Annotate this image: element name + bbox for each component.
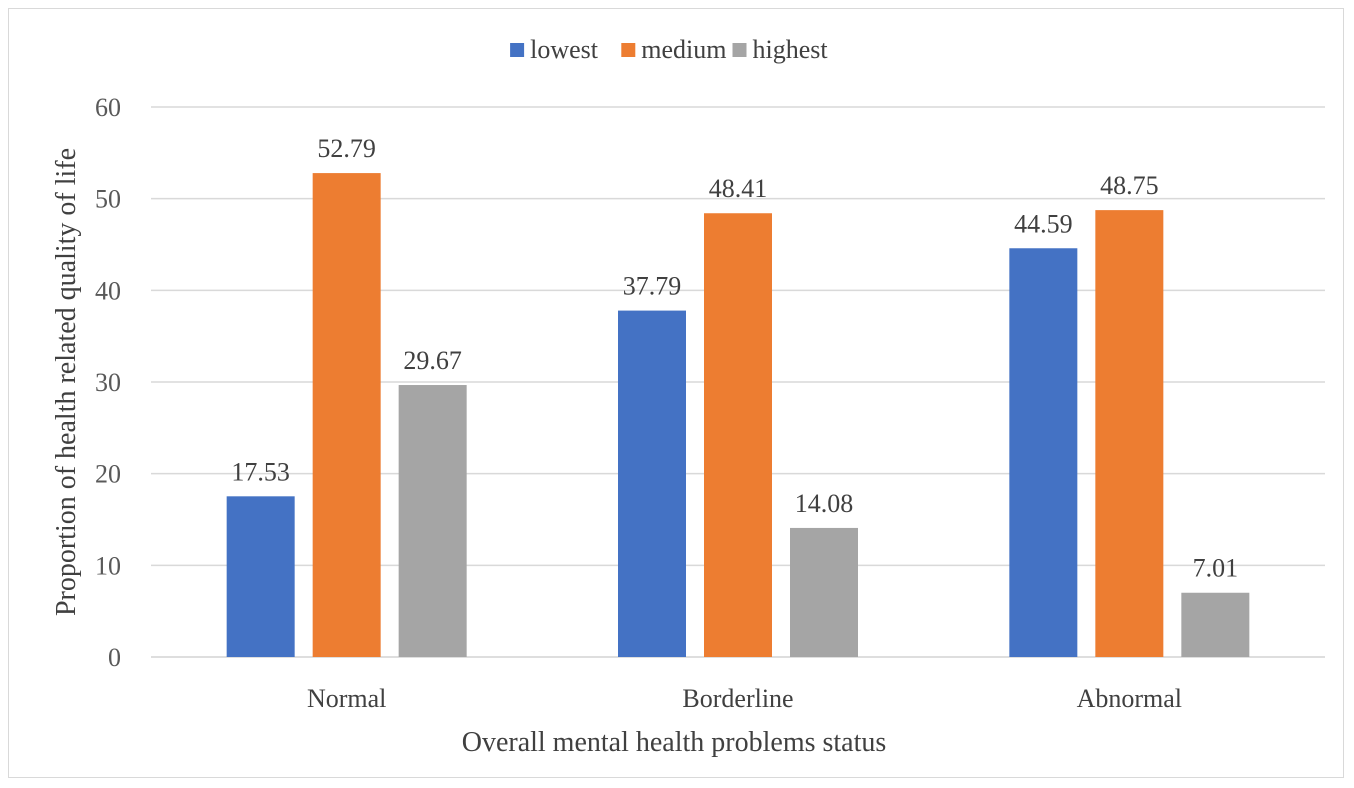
y-tick-label: 10 — [95, 551, 121, 580]
y-axis-title: Proportion of health related quality of … — [51, 148, 82, 616]
legend-label-medium: medium — [641, 35, 726, 64]
data-label: 44.59 — [1014, 209, 1073, 238]
legend-label-highest: highest — [753, 35, 829, 64]
y-tick-label: 0 — [108, 643, 121, 672]
bar-highest-abnormal — [1181, 592, 1250, 657]
legend: lowest medium highest — [510, 35, 828, 64]
legend-swatch-lowest — [510, 43, 525, 57]
bar-lowest-normal — [226, 496, 295, 657]
legend-swatch-medium — [621, 43, 636, 57]
data-label: 7.01 — [1193, 554, 1239, 583]
bar-highest-normal — [398, 385, 467, 657]
y-tick-label: 60 — [95, 93, 121, 122]
bar-lowest-borderline — [618, 310, 686, 657]
bar-lowest-abnormal — [1009, 248, 1078, 657]
bars — [226, 173, 1250, 657]
bar-medium-borderline — [704, 213, 772, 657]
y-tick-label: 40 — [95, 276, 121, 305]
legend-swatch-highest — [732, 43, 747, 57]
chart-frame: 0 10 20 30 40 50 60 17.53 52.79 29.67 37.79 48.41 1… — [8, 8, 1344, 778]
data-label: 37.79 — [623, 272, 682, 301]
x-category-label: Borderline — [682, 684, 793, 713]
data-label: 48.75 — [1100, 171, 1159, 200]
x-axis-title: Overall mental health problems status — [462, 727, 887, 758]
data-label: 14.08 — [795, 489, 854, 518]
y-tick-label: 50 — [95, 185, 121, 214]
bar-highest-borderline — [790, 527, 858, 657]
y-axis-ticks: 0 10 20 30 40 50 60 — [95, 93, 121, 672]
x-category-label: Abnormal — [1077, 684, 1182, 713]
x-axis-categories: Normal Borderline Abnormal — [307, 684, 1182, 713]
data-label: 17.53 — [231, 457, 290, 486]
x-category-label: Normal — [307, 684, 386, 713]
y-tick-label: 30 — [95, 368, 121, 397]
bar-medium-normal — [312, 173, 381, 657]
legend-label-lowest: lowest — [530, 35, 599, 64]
data-label: 29.67 — [403, 346, 462, 375]
y-tick-label: 20 — [95, 460, 121, 489]
data-label: 48.41 — [709, 174, 768, 203]
data-labels: 17.53 52.79 29.67 37.79 48.41 14.08 44.59 48.75… — [231, 134, 1238, 583]
bar-medium-abnormal — [1095, 210, 1164, 657]
data-label: 52.79 — [317, 134, 376, 163]
